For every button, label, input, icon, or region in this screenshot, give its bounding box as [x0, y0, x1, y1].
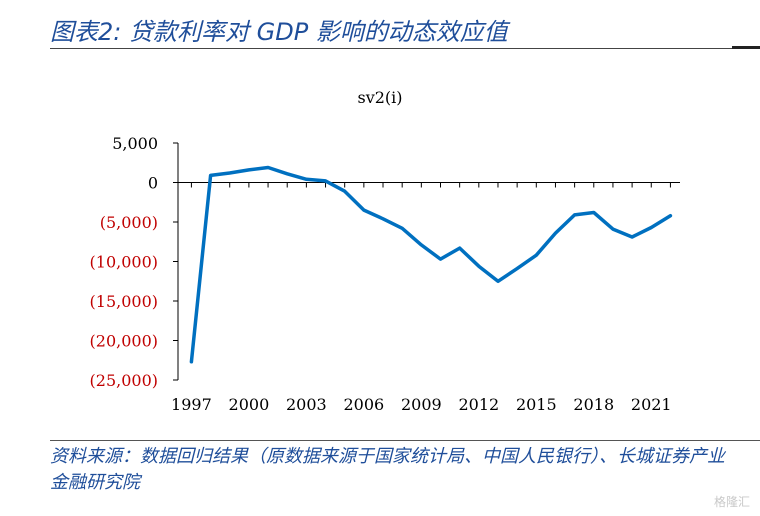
- x-tick-label: 2000: [229, 395, 270, 414]
- x-tick-label: 2006: [343, 395, 384, 414]
- y-tick-label: (15,000): [90, 292, 158, 311]
- x-tick-label: 2015: [516, 395, 557, 414]
- source-divider: [50, 440, 760, 441]
- y-tick-label: (25,000): [90, 371, 158, 390]
- x-tick-label: 2003: [286, 395, 327, 414]
- x-axis: 1997 2000 2003 2006 2009 2012 2015 2018 2021: [171, 182, 680, 414]
- line-chart: sv2(i) 5,000 0 (5,000) (10,000) (15,000) (20,…: [90, 88, 680, 414]
- x-tick-label: 1997: [171, 395, 212, 414]
- title-divider-accent: [732, 46, 760, 49]
- y-tick-label: (5,000): [100, 213, 158, 232]
- title-divider: [50, 48, 760, 49]
- x-tick-label: 2021: [631, 395, 672, 414]
- chart-title: 图表2: 贷款利率对 GDP 影响的动态效应值: [50, 18, 508, 46]
- y-tick-label: (20,000): [90, 332, 158, 351]
- x-tick-label: 2009: [401, 395, 442, 414]
- x-tick-label: 2012: [458, 395, 499, 414]
- y-tick-label: 5,000: [112, 134, 158, 153]
- y-tick-label: 0: [148, 174, 158, 193]
- y-tick-label: (10,000): [90, 253, 158, 272]
- source-note: 资料来源：数据回归结果（原数据来源于国家统计局、中国人民银行）、长城证券产业金融…: [50, 446, 725, 493]
- series-line-0: [189, 165, 673, 364]
- watermark-logo: 格隆汇: [713, 495, 750, 509]
- series-group: [189, 165, 673, 364]
- plot-title: sv2(i): [357, 88, 402, 107]
- y-axis: 5,000 0 (5,000) (10,000) (15,000) (20,000) (25…: [90, 134, 179, 390]
- x-tick-label: 2018: [573, 395, 614, 414]
